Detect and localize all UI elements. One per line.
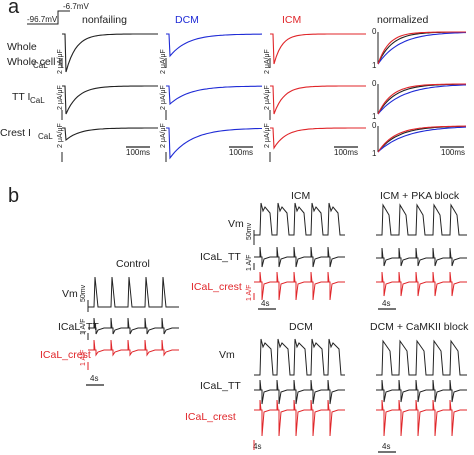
col-title-normalized: normalized — [377, 14, 429, 26]
normalized-trace-r1-dcm — [377, 32, 466, 65]
time-scale-a3: 100ms — [334, 148, 359, 157]
label-crest-control: ICaL_crest — [40, 349, 91, 361]
current-trace-icm-row3 — [270, 127, 366, 150]
label-tt-icm: ICaL_TT — [200, 251, 241, 263]
time-scale-control: 4s — [90, 374, 99, 383]
col-title-dcm: DCM — [175, 14, 199, 26]
vm-trace-icm-pka — [376, 203, 467, 236]
time-scale-icm-pka: 4s — [382, 299, 391, 308]
time-scale-icm: 4s — [261, 299, 270, 308]
title-control: Control — [116, 258, 150, 270]
row-label-whole-cell-sub: CaL — [33, 61, 48, 70]
current-trace-dcm-row3 — [166, 127, 262, 160]
panel-b-label: b — [8, 185, 20, 207]
time-scale-a4: 100ms — [441, 148, 466, 157]
row-label-whole-cell: Whole cell I​ — [7, 56, 62, 68]
tt-trace-icm-pka — [376, 247, 467, 267]
norm-tick-1-r2: 1 — [372, 112, 377, 121]
current-trace-nonfailing-row1 — [62, 33, 158, 73]
title-dcm-camkii: DCM + CaMKII block — [370, 321, 469, 333]
current-trace-dcm-row1 — [166, 33, 263, 58]
normalized-trace-r3-dcm — [377, 126, 467, 153]
title-icm-pka: ICM + PKA block — [380, 190, 460, 202]
norm-tick-0-r3: 0 — [372, 121, 377, 130]
normalized-trace-r2-dcm — [377, 84, 467, 115]
title-dcm: DCM — [289, 321, 313, 333]
crest-trace-dcm — [254, 399, 345, 437]
label-crest-icm: ICaL_crest — [191, 281, 242, 293]
voltage-protocol-step — [27, 10, 70, 25]
label-vm-control: Vm — [62, 288, 78, 300]
current-trace-nonfailing-row3 — [62, 127, 158, 142]
crest-trace-control — [88, 339, 179, 357]
norm-tick-1-r1: 1 — [372, 61, 377, 70]
normalized-trace-r3-icm — [377, 125, 467, 153]
row-label-tt-sub: CaL — [30, 96, 45, 105]
normalized-trace-r3-nonfailing — [377, 125, 467, 153]
vm-trace-control — [88, 276, 179, 308]
norm-tick-1-r3: 1 — [372, 149, 377, 158]
vm-trace-dcm — [254, 338, 345, 376]
time-scale-dcm: 4s — [253, 442, 262, 451]
row-label-crest: Crest I — [0, 127, 31, 139]
row-label-tt: TT I — [12, 91, 31, 103]
current-trace-icm-row2 — [270, 85, 366, 115]
norm-tick-0-r2: 0 — [372, 79, 377, 88]
row-label-crest-sub: CaL — [38, 132, 53, 141]
current-trace-nonfailing-row2 — [62, 85, 158, 115]
norm-tick-0-r1: 0 — [372, 27, 377, 36]
normalized-trace-r1-nonfailing — [377, 31, 466, 65]
row-label-whole: Whole — [7, 41, 37, 53]
tt-trace-icm — [254, 246, 345, 268]
label-tt-control: ICaL_TT — [58, 321, 99, 333]
tt-trace-dcm — [254, 379, 345, 405]
time-scale-a1: 100ms — [126, 148, 151, 157]
normalized-trace-r1-icm — [377, 31, 466, 65]
panel-a-label: a — [8, 0, 20, 18]
vm-trace-dcm-camkii — [376, 339, 467, 376]
label-vm-icm: Vm — [228, 218, 244, 230]
current-trace-icm-row1 — [270, 33, 366, 65]
crest-trace-icm — [254, 271, 345, 301]
label-tt-dcm: ICaL_TT — [200, 380, 241, 392]
col-title-icm: ICM — [282, 14, 302, 26]
tt-trace-dcm-camkii — [376, 379, 467, 403]
holding-voltage-label: -96.7mV — [27, 15, 58, 24]
label-crest-dcm: ICaL_crest — [185, 411, 236, 423]
current-trace-dcm-row2 — [166, 85, 262, 106]
tt-trace-control — [88, 317, 179, 335]
crest-trace-icm-pka — [376, 271, 467, 297]
step-voltage-label: -6.7mV — [63, 2, 89, 11]
crest-trace-dcm-camkii — [376, 399, 467, 437]
title-icm: ICM — [291, 190, 311, 202]
col-title-nonfailing: nonfailing — [82, 14, 127, 26]
label-vm-dcm: Vm — [219, 349, 235, 361]
normalized-trace-r2-icm — [377, 83, 466, 115]
vm-trace-icm — [254, 202, 345, 236]
time-scale-dcm-camkii: 4s — [382, 442, 391, 451]
time-scale-a2: 100ms — [229, 148, 254, 157]
